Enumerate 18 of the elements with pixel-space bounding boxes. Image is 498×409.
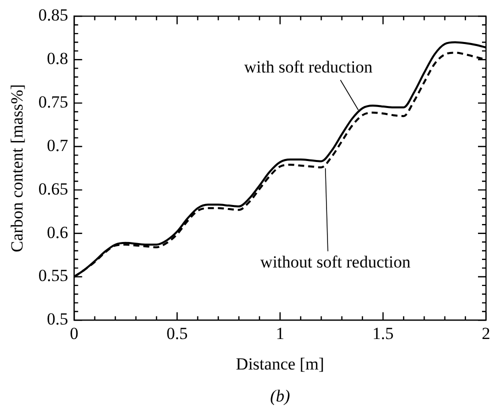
y-tick-label: 0.85 (38, 6, 68, 25)
y-tick-label: 0.6 (46, 222, 68, 242)
y-axis-title: Carbon content [mass%] (8, 84, 27, 252)
y-tick-label: 0.55 (38, 266, 68, 286)
y-tick-label: 0.65 (38, 179, 68, 198)
annotation: without soft reduction (260, 252, 411, 272)
x-tick-label: 1 (276, 324, 284, 343)
x-axis-title: Distance [m] (236, 354, 324, 374)
x-tick-label: 0 (70, 324, 78, 343)
y-tick-label: 0.5 (46, 310, 68, 329)
annotation: with soft reduction (244, 57, 374, 76)
text: (b) (270, 386, 290, 406)
y-tick-label: 0.75 (38, 92, 68, 112)
y-tick-label: 0.8 (46, 49, 68, 68)
x-tick-label: 2 (482, 324, 490, 343)
y-tick-label: 0.7 (46, 136, 69, 155)
x-tick-label: 1.5 (372, 324, 394, 343)
x-tick-label: 0.5 (166, 324, 188, 343)
